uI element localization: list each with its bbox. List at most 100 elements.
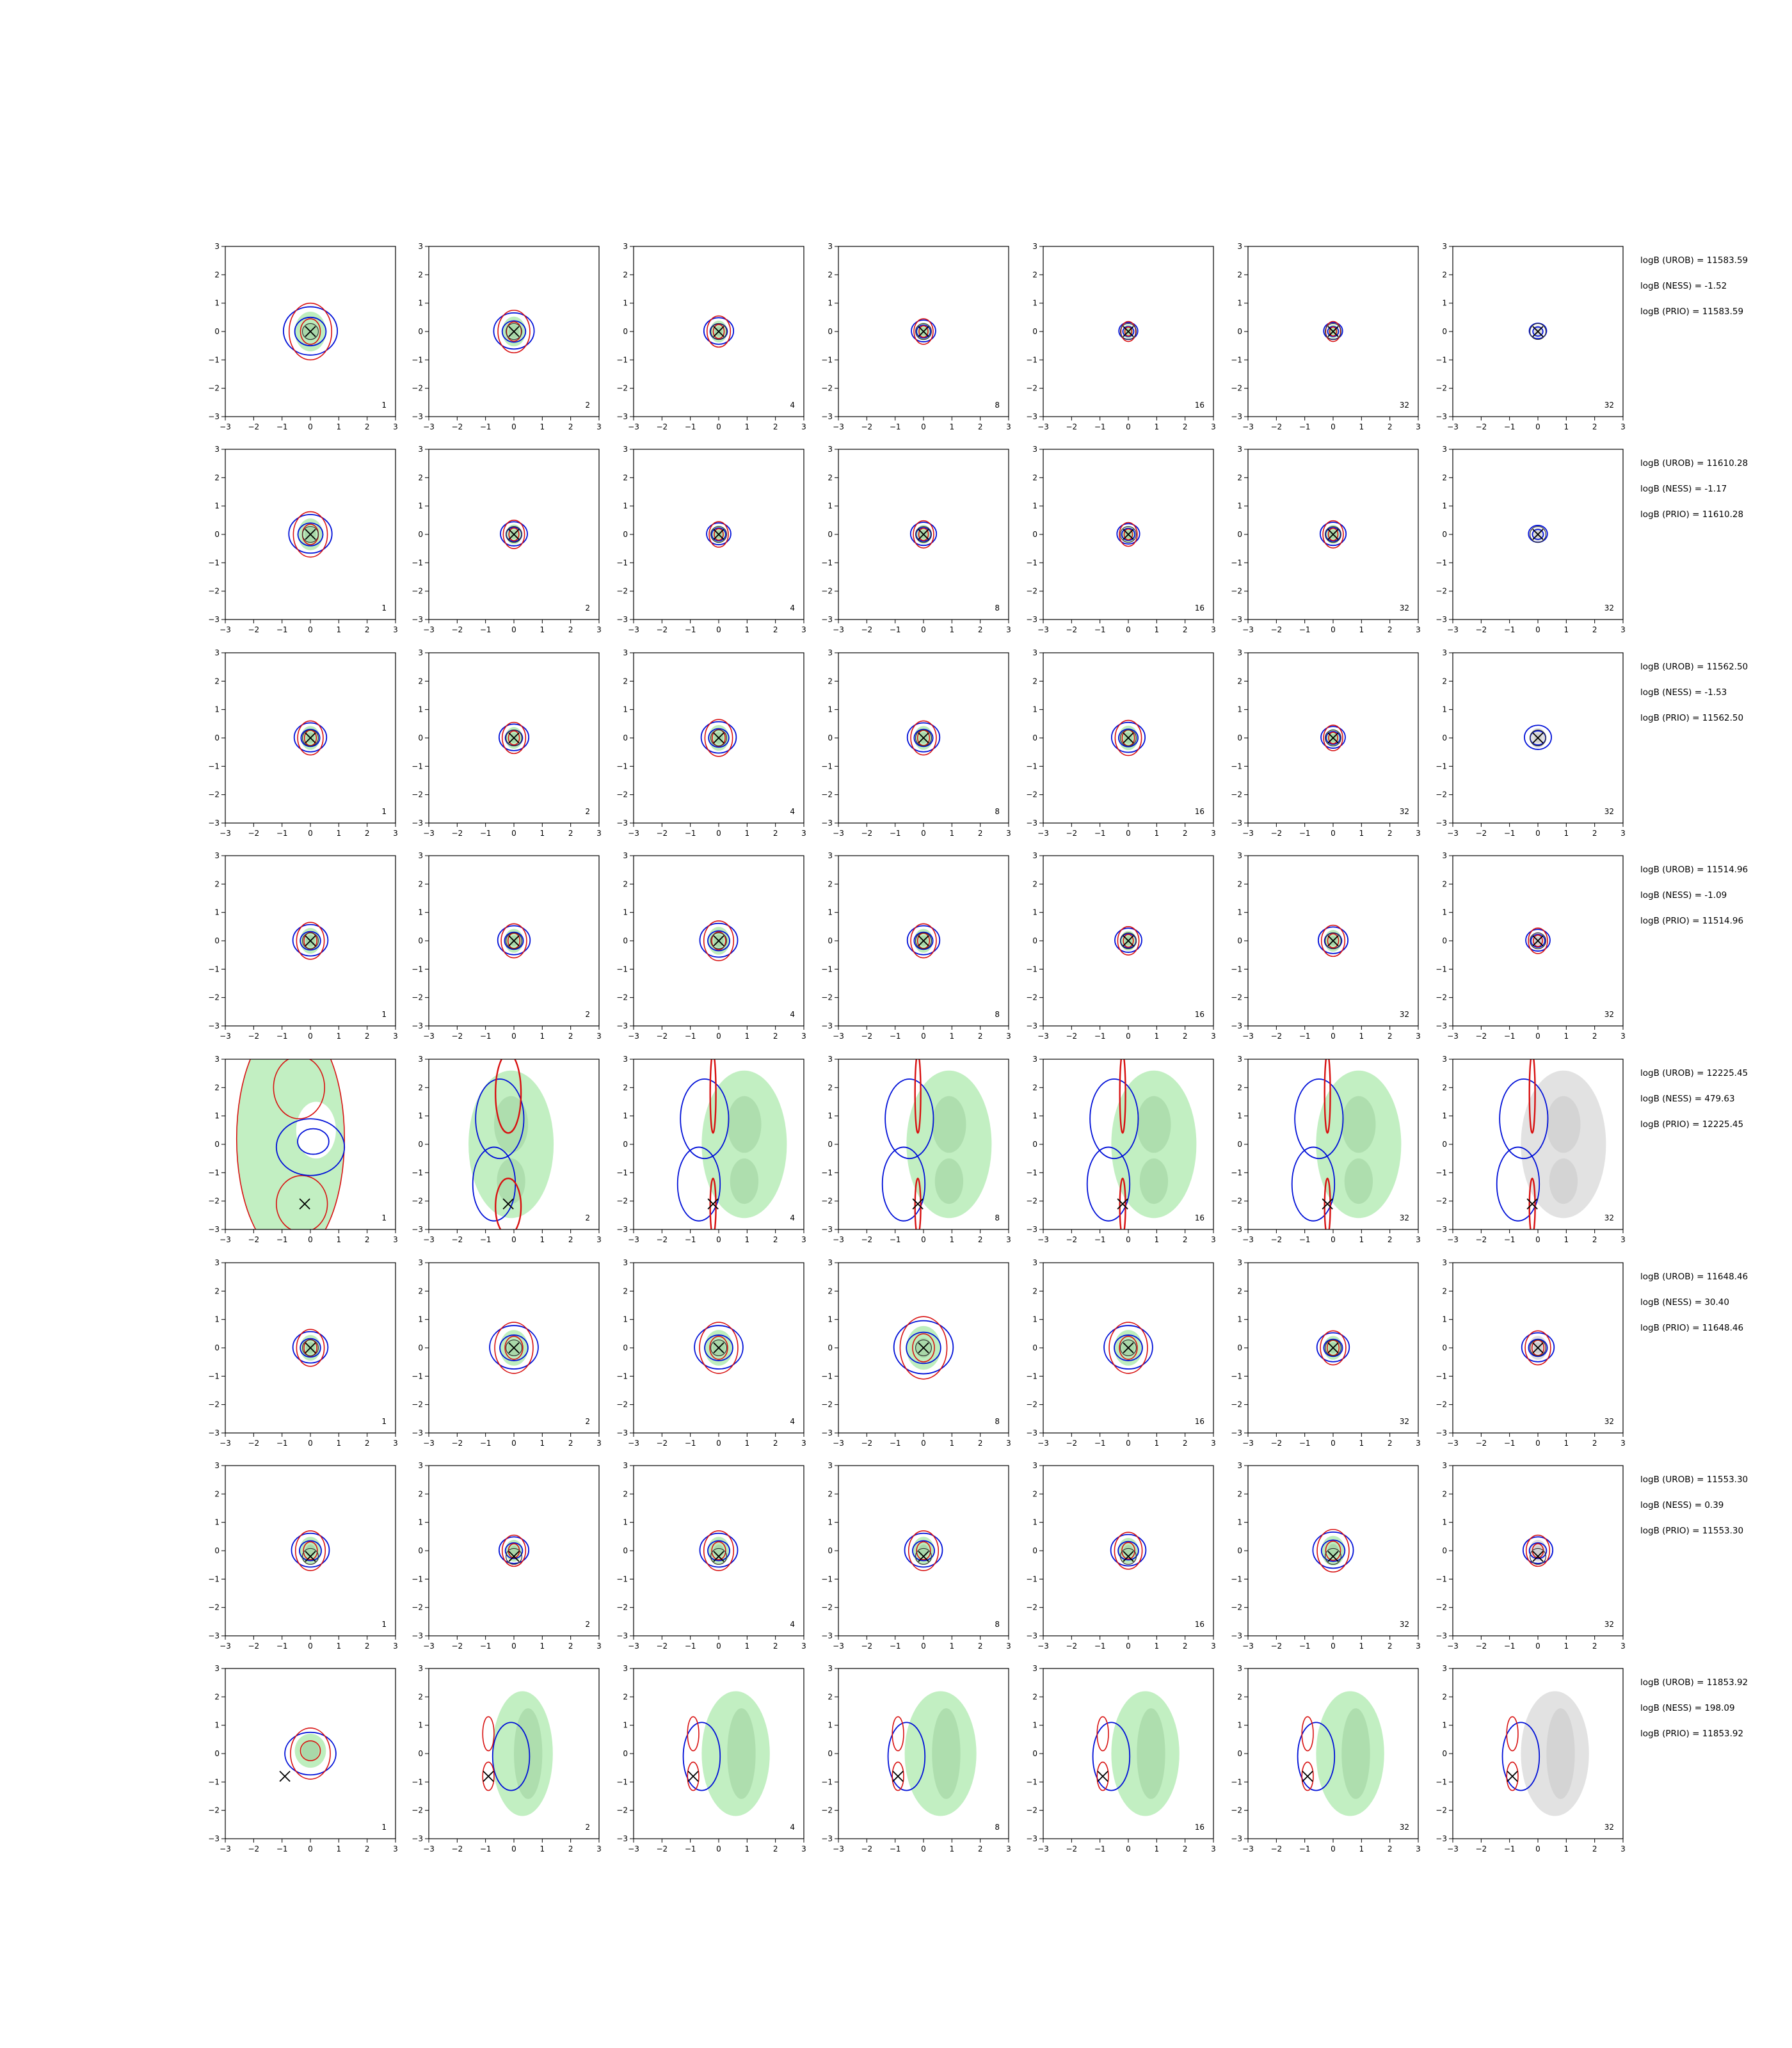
row-3-logb-annotation-1: logB (UROB) = 11562.50 [1640, 662, 1748, 672]
y-tick-label: 3 [418, 851, 423, 860]
x-tick-label: 0 [1331, 422, 1336, 431]
y-tick-label: −2 [616, 1400, 628, 1409]
reference-core-upper [1137, 1096, 1171, 1153]
panel-r5-c5: −3 −2 −1 0 1 2 3 3 2 1 0 −1 −2 −3 16 [1026, 1055, 1216, 1244]
x-tick-label: −1 [1299, 422, 1311, 431]
y-tick-label: −3 [1026, 819, 1037, 828]
panel-r1-c4: −3 −2 −1 0 1 2 3 3 2 1 0 −1 −2 −3 8 [821, 242, 1011, 431]
red-contour-outer [910, 923, 937, 959]
panel-contours [1297, 1691, 1384, 1816]
y-tick-label: 0 [214, 530, 220, 539]
y-tick-label: −1 [1436, 1574, 1447, 1583]
y-tick-label: 0 [1442, 733, 1447, 742]
marker-ring [1529, 525, 1547, 543]
y-tick-label: 3 [1442, 648, 1447, 657]
x-tick-label: 0 [1535, 1642, 1540, 1651]
panel-r6-c4: −3 −2 −1 0 1 2 3 3 2 1 0 −1 −2 −3 8 [821, 1258, 1011, 1448]
blue-contour-outer [282, 306, 339, 356]
x-tick-label: 2 [1592, 1235, 1597, 1244]
y-tick-label: −3 [821, 1021, 833, 1030]
marker-ring [915, 525, 932, 543]
y-tick-label: −1 [616, 1777, 628, 1786]
x-tick-label: 1 [337, 1642, 342, 1651]
x-tick-label: −1 [276, 1439, 288, 1448]
row-5-logb-annotation-3: logB (PRIO) = 12225.45 [1640, 1119, 1743, 1130]
y-tick-label: −3 [1231, 412, 1242, 421]
panel-r4-c2: −3 −2 −1 0 1 2 3 3 2 1 0 −1 −2 −3 2 [412, 851, 602, 1041]
y-tick-label: −3 [616, 1834, 628, 1843]
x-tick-label: 3 [1620, 1439, 1626, 1448]
panel-count-label: 8 [995, 401, 1000, 410]
row-8-logb-annotation-2: logB (NESS) = 198.09 [1640, 1703, 1735, 1713]
y-tick-label: 1 [418, 1315, 423, 1324]
panel-contours [489, 1322, 539, 1374]
y-tick-label: 3 [1442, 1461, 1447, 1470]
blue-contour-inner [1325, 731, 1341, 745]
red-contour-lower [276, 1174, 328, 1229]
truth-marker [1327, 529, 1339, 540]
panel-contours [1317, 924, 1349, 957]
panel-count-label: 16 [1195, 1620, 1204, 1629]
x-tick-label: −1 [890, 1235, 901, 1244]
x-tick-label: 3 [393, 829, 398, 838]
y-tick-label: 0 [418, 733, 423, 742]
blue-contour-outer [1501, 1722, 1540, 1791]
x-tick-label: 2 [1388, 625, 1393, 634]
red-contour-inner [1533, 934, 1543, 947]
marker-ring [1324, 932, 1342, 950]
x-tick-label: −1 [1299, 829, 1311, 838]
y-tick-label: 1 [1237, 1721, 1242, 1730]
y-tick-label: −3 [616, 615, 628, 624]
truth-marker [508, 1551, 520, 1562]
x-tick-label: 3 [1006, 1642, 1011, 1651]
blue-contour-outer [1114, 927, 1142, 953]
blue-contour-outer [887, 1722, 926, 1791]
panel-r6-c2: −3 −2 −1 0 1 2 3 3 2 1 0 −1 −2 −3 2 [412, 1258, 602, 1448]
y-tick-label: 3 [1442, 1664, 1447, 1673]
x-tick-label: 0 [308, 829, 313, 838]
panel-contours [1110, 719, 1146, 756]
x-tick-label: 2 [1592, 1439, 1597, 1448]
x-tick-label: 3 [393, 422, 398, 431]
red-contour-outer [1325, 321, 1341, 342]
x-tick-label: 1 [1155, 625, 1160, 634]
x-tick-label: −1 [1299, 1032, 1311, 1041]
blue-contour-outer [291, 1532, 330, 1568]
y-tick-label: −1 [821, 355, 833, 364]
truth-marker [508, 935, 520, 947]
y-tick-label: −1 [1436, 964, 1447, 973]
red-contour-outer [1114, 1532, 1143, 1570]
y-tick-label: −3 [616, 1021, 628, 1030]
x-tick-label: −3 [220, 1032, 231, 1041]
y-tick-label: 0 [1442, 936, 1447, 945]
panel-count-label: 32 [1604, 1823, 1614, 1832]
panel-count-label: 4 [790, 1010, 795, 1019]
y-tick-label: 3 [623, 445, 628, 454]
panel-count-label: 32 [1604, 1010, 1614, 1019]
y-tick-label: −2 [1436, 1197, 1447, 1206]
truth-marker [305, 732, 316, 744]
x-tick-label: −3 [1242, 1032, 1254, 1041]
y-tick-label: −3 [208, 412, 220, 421]
panel-count-label: 4 [790, 807, 795, 816]
y-tick-label: −3 [412, 1834, 423, 1843]
x-tick-label: −2 [861, 1439, 872, 1448]
red-contour-outer [500, 923, 527, 959]
x-tick-label: −3 [1037, 829, 1049, 838]
x-tick-label: 1 [540, 1844, 545, 1853]
marker-ring [505, 525, 523, 543]
red-contour-inner [1327, 527, 1339, 541]
blue-contour-upper [680, 1078, 730, 1160]
x-tick-label: 2 [1183, 1235, 1188, 1244]
x-tick-label: 2 [568, 422, 573, 431]
blue-contour-outer [1525, 929, 1551, 952]
truth-marker [1532, 326, 1544, 337]
y-tick-label: 2 [1032, 473, 1037, 482]
panel-contours [1524, 724, 1552, 750]
blue-contour-outer [1092, 1722, 1131, 1791]
red-contour-lower [687, 1761, 700, 1791]
x-tick-label: 1 [745, 1032, 750, 1041]
panel-contours [292, 922, 329, 960]
red-contour-outer [704, 719, 733, 757]
panel-count-label: 32 [1400, 401, 1409, 410]
